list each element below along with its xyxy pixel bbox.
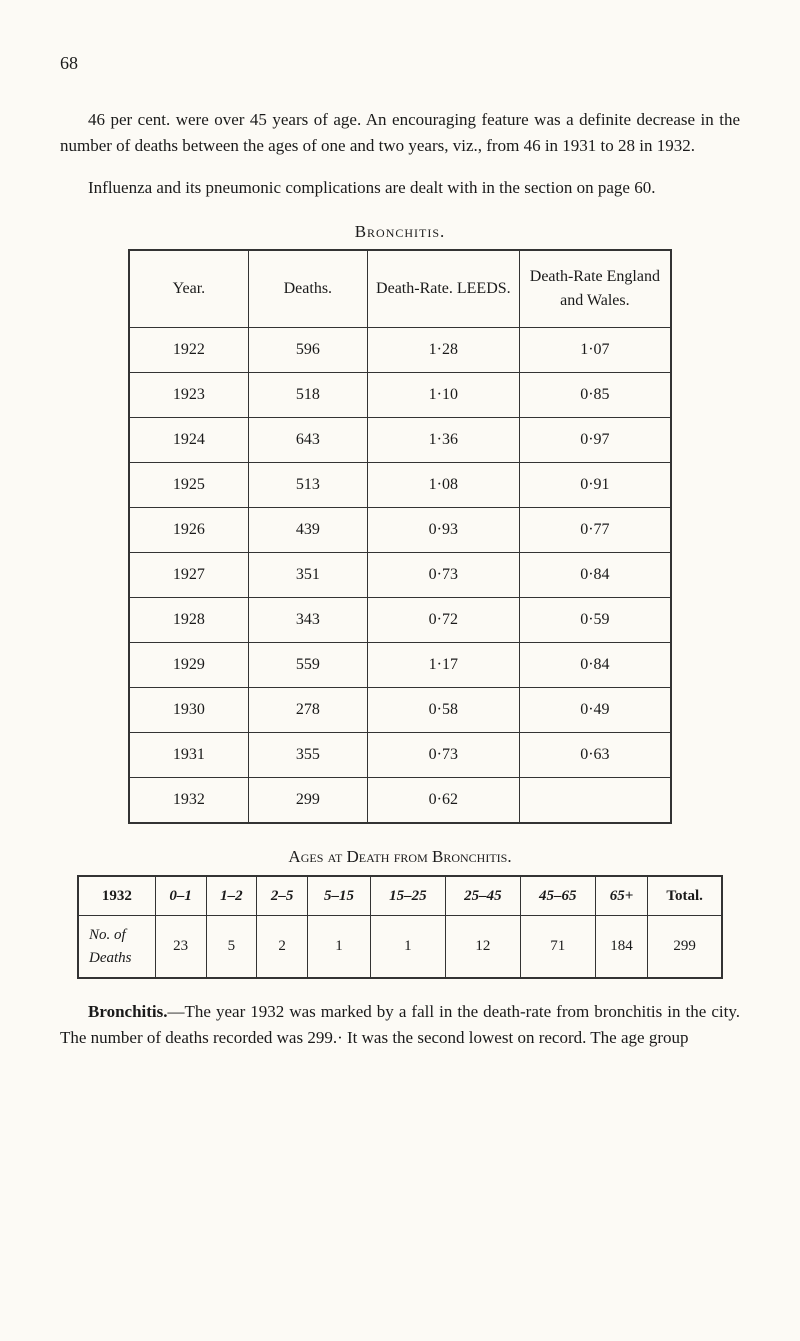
- ages-cell: 71: [520, 916, 595, 979]
- table-row: 19313550·730·63: [129, 733, 671, 778]
- ages-cell: 1: [370, 916, 445, 979]
- bottom-lead: Bronchitis.: [88, 1002, 168, 1021]
- cell-deaths: 343: [248, 598, 367, 643]
- ages-cell: 23: [155, 916, 206, 979]
- table-row: 19283430·720·59: [129, 598, 671, 643]
- cell-rate-leeds: 1·08: [367, 463, 519, 508]
- ages-row-label: No. of Deaths: [78, 916, 155, 979]
- header-year: Year.: [129, 250, 248, 328]
- ages-header-cell: 5–15: [308, 876, 371, 916]
- cell-rate-leeds: 0·62: [367, 778, 519, 824]
- cell-year: 1923: [129, 373, 248, 418]
- ages-header-cell: 0–1: [155, 876, 206, 916]
- cell-rate-ew: 0·91: [519, 463, 671, 508]
- cell-rate-leeds: 1·17: [367, 643, 519, 688]
- cell-rate-leeds: 1·36: [367, 418, 519, 463]
- ages-cell: 1: [308, 916, 371, 979]
- cell-rate-leeds: 0·58: [367, 688, 519, 733]
- cell-rate-leeds: 0·73: [367, 553, 519, 598]
- cell-rate-ew: 0·85: [519, 373, 671, 418]
- header-deaths: Deaths.: [248, 250, 367, 328]
- table-row: 19255131·080·91: [129, 463, 671, 508]
- ages-header-cell: Total.: [648, 876, 722, 916]
- cell-deaths: 518: [248, 373, 367, 418]
- cell-year: 1922: [129, 328, 248, 373]
- cell-year: 1929: [129, 643, 248, 688]
- cell-deaths: 351: [248, 553, 367, 598]
- cell-year: 1932: [129, 778, 248, 824]
- ages-header-cell: 65+: [595, 876, 647, 916]
- ages-cell: 12: [445, 916, 520, 979]
- ages-cell: 299: [648, 916, 722, 979]
- cell-year: 1924: [129, 418, 248, 463]
- cell-year: 1928: [129, 598, 248, 643]
- cell-deaths: 559: [248, 643, 367, 688]
- cell-rate-ew: 0·84: [519, 643, 671, 688]
- ages-data-row: No. of Deaths 23 5 2 1 1 12 71 184 299: [78, 916, 722, 979]
- cell-year: 1931: [129, 733, 248, 778]
- cell-rate-ew: 0·97: [519, 418, 671, 463]
- cell-rate-ew: 0·63: [519, 733, 671, 778]
- paragraph-1: 46 per cent. were over 45 years of age. …: [60, 107, 740, 158]
- table-row: 19235181·100·85: [129, 373, 671, 418]
- table-row: 19225961·281·07: [129, 328, 671, 373]
- cell-year: 1925: [129, 463, 248, 508]
- cell-rate-leeds: 1·28: [367, 328, 519, 373]
- ages-header-row: 1932 0–1 1–2 2–5 5–15 15–25 25–45 45–65 …: [78, 876, 722, 916]
- ages-header-cell: 2–5: [257, 876, 308, 916]
- table-row: 19295591·170·84: [129, 643, 671, 688]
- header-rate-leeds: Death-Rate. LEEDS.: [367, 250, 519, 328]
- cell-rate-ew: 0·77: [519, 508, 671, 553]
- cell-year: 1930: [129, 688, 248, 733]
- cell-deaths: 513: [248, 463, 367, 508]
- ages-cell: 2: [257, 916, 308, 979]
- ages-header-cell: 15–25: [370, 876, 445, 916]
- ages-cell: 184: [595, 916, 647, 979]
- table-header-row: Year. Deaths. Death-Rate. LEEDS. Death-R…: [129, 250, 671, 328]
- cell-year: 1927: [129, 553, 248, 598]
- cell-deaths: 439: [248, 508, 367, 553]
- cell-rate-ew: 0·59: [519, 598, 671, 643]
- paragraph-2: Influenza and its pneumonic complication…: [60, 175, 740, 201]
- cell-rate-ew: 1·07: [519, 328, 671, 373]
- table-row: 19302780·580·49: [129, 688, 671, 733]
- header-rate-ew: Death-Rate England and Wales.: [519, 250, 671, 328]
- cell-rate-leeds: 1·10: [367, 373, 519, 418]
- cell-deaths: 299: [248, 778, 367, 824]
- ages-header-cell: 1–2: [206, 876, 257, 916]
- cell-rate-ew: 0·49: [519, 688, 671, 733]
- cell-rate-leeds: 0·93: [367, 508, 519, 553]
- ages-header-cell: 25–45: [445, 876, 520, 916]
- bronchitis-table: Year. Deaths. Death-Rate. LEEDS. Death-R…: [128, 249, 672, 824]
- cell-year: 1926: [129, 508, 248, 553]
- cell-deaths: 355: [248, 733, 367, 778]
- ages-table-title: Ages at Death from Bronchitis.: [60, 844, 740, 870]
- table-row: 19264390·930·77: [129, 508, 671, 553]
- ages-header-cell: 45–65: [520, 876, 595, 916]
- cell-rate-ew: 0·84: [519, 553, 671, 598]
- bottom-paragraph: Bronchitis.—The year 1932 was marked by …: [60, 999, 740, 1050]
- cell-rate-leeds: 0·72: [367, 598, 519, 643]
- cell-deaths: 596: [248, 328, 367, 373]
- bronchitis-table-title: Bronchitis.: [60, 219, 740, 245]
- bronchitis-table-body: 19225961·281·07 19235181·100·85 19246431…: [129, 328, 671, 824]
- cell-deaths: 643: [248, 418, 367, 463]
- ages-table: 1932 0–1 1–2 2–5 5–15 15–25 25–45 45–65 …: [77, 875, 723, 980]
- table-row: 19246431·360·97: [129, 418, 671, 463]
- cell-rate-ew: [519, 778, 671, 824]
- ages-cell: 5: [206, 916, 257, 979]
- table-row: 19322990·62: [129, 778, 671, 824]
- ages-header-cell: 1932: [78, 876, 155, 916]
- cell-rate-leeds: 0·73: [367, 733, 519, 778]
- cell-deaths: 278: [248, 688, 367, 733]
- table-row: 19273510·730·84: [129, 553, 671, 598]
- page-number: 68: [60, 50, 740, 77]
